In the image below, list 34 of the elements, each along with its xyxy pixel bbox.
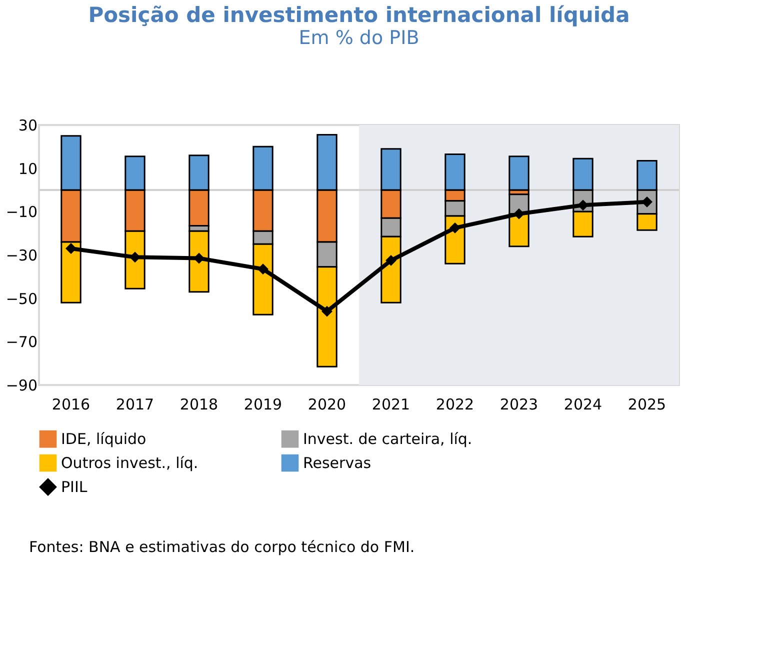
x-tick-label: 2016 (52, 396, 90, 414)
x-tick-label: 2019 (244, 396, 282, 414)
x-tick-label: 2021 (372, 396, 410, 414)
legend-label: PIIL (61, 478, 88, 496)
y-tick-label: −30 (6, 246, 38, 264)
y-tick-label: −50 (6, 290, 38, 308)
point (450, 222, 460, 234)
x-tick-label: 2024 (564, 396, 602, 414)
legend-label: Outros invest., líq. (61, 454, 198, 472)
y-tick-label: −10 (6, 203, 38, 222)
x-tick-label: 2020 (308, 396, 346, 414)
y-tick-label: 30 (18, 116, 38, 134)
legend-label: IDE, líquido (61, 430, 146, 448)
y-tick-label: −90 (6, 376, 38, 394)
point (386, 254, 396, 266)
chart-title: Posição de investimento internacional líquida (88, 3, 630, 27)
point (322, 306, 332, 317)
x-tick-label: 2018 (180, 396, 218, 414)
point (258, 264, 268, 275)
legend-label: Reservas (303, 454, 372, 472)
legend-label: Invest. de carteira, líq. (303, 430, 472, 448)
x-tick-label: 2023 (500, 396, 538, 414)
text: Fontes: BNA e estimativas do corpo técnico do FMI. (29, 538, 415, 556)
point (194, 252, 204, 264)
x-tick-label: 2022 (436, 396, 474, 414)
y-tick-label: 10 (18, 160, 38, 178)
chart-subtitle: Em % do PIB (298, 27, 420, 49)
y-tick-label: −70 (6, 333, 38, 352)
x-tick-label: 2025 (628, 396, 666, 414)
point (514, 208, 524, 220)
bar (508, 156, 530, 191)
x-tick-label: 2017 (116, 396, 154, 414)
point (66, 243, 76, 254)
point (130, 252, 140, 263)
